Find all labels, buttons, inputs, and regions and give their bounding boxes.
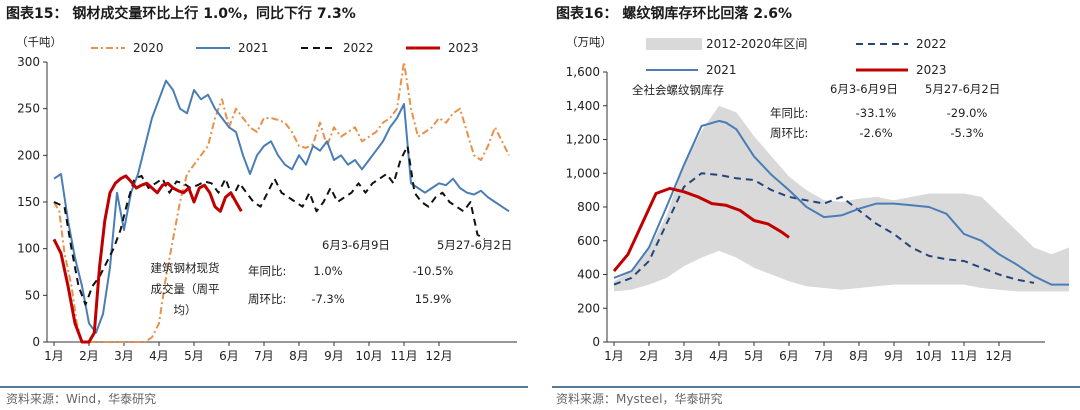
chart2-x-tick-label: 1月: [604, 349, 624, 363]
chart1-x-tick-label: 6月: [219, 349, 239, 363]
chart1-metric-label: 周环比:: [248, 292, 286, 306]
chart2-x-tick-label: 3月: [674, 349, 694, 363]
chart1-x-tick-label: 5月: [184, 349, 204, 363]
chart1-metric-value: 1.0%: [313, 264, 342, 278]
chart2-metric-value: -33.1%: [856, 106, 897, 120]
chart2-x-tick-label: 5月: [744, 349, 764, 363]
chart2-x-tick-label: 4月: [709, 349, 729, 363]
chart2-source: 资料来源：Mysteel，华泰研究: [556, 391, 723, 406]
chart2-y-tick-label: 1,600: [566, 65, 600, 79]
chart2-metric-label: 周环比:: [770, 126, 808, 140]
chart2-metric-value: -5.3%: [950, 126, 983, 140]
chart1-series-2021-line: [53, 79, 510, 334]
chart2-x-tick-label: 2月: [639, 349, 659, 363]
chart1-y-tick-label: 250: [17, 102, 40, 116]
chart1-x-tick-label: 4月: [149, 349, 169, 363]
chart1-legend-label: 2020: [133, 41, 164, 55]
chart2-x-tick-label: 7月: [814, 349, 834, 363]
chart1-y-tick-label: 150: [17, 195, 40, 209]
chart2-title: 图表16： 螺纹钢库存环比回落 2.6%: [556, 5, 792, 22]
chart2-y-tick-label: 600: [577, 234, 600, 248]
chart1-source: 资料来源：Wind，华泰研究: [6, 391, 156, 406]
chart1-title: 图表15： 钢材成交量环比上行 1.0%，同比下行 7.3%: [6, 5, 356, 22]
chart1-x-tick-label: 7月: [254, 349, 274, 363]
chart1-x-tick-label: 3月: [114, 349, 134, 363]
chart1-x-tick-label: 8月: [289, 349, 309, 363]
chart1-metric-value: -7.3%: [311, 292, 344, 306]
chart1-y-tick-label: 50: [25, 288, 40, 302]
chart2-legend-label: 2023: [916, 63, 947, 77]
chart2-y-tick-label: 200: [577, 301, 600, 315]
chart2-x-tick-label: 12月: [985, 349, 1012, 363]
chart1-y-tick-label: 200: [17, 148, 40, 162]
chart2-series-2023-line: [612, 186, 790, 273]
chart2-series-2021-line: [613, 119, 1069, 286]
chart1-y-tick-label: 0: [32, 335, 40, 349]
chart2-y-tick-label: 800: [577, 200, 600, 214]
chart2-metric-value: -29.0%: [947, 106, 988, 120]
chart1-x-tick-label: 9月: [324, 349, 344, 363]
chart1-plot: 0 50 100 150 200 250 300 1月 2月 3月 4月 5月 6月 7月 8月 9月 10月 1…: [17, 41, 517, 363]
chart2-row-label: 全社会螺纹钢库存: [632, 83, 724, 97]
chart2-series-2022-line: [613, 172, 1035, 286]
chart1-period-header: 5月27-6月2日: [437, 238, 512, 252]
chart2-legend-label: 2022: [916, 37, 947, 51]
chart2-series-2012-2020年区间-band: [614, 105, 1069, 292]
chart1-period-header: 6月3-6月9日: [322, 238, 390, 252]
chart2-y-tick-label: 1,200: [566, 133, 600, 147]
chart1-ylabel: （千吨）: [16, 35, 62, 49]
chart1-row-label: 均）: [174, 303, 197, 317]
chart1-metric-value: 15.9%: [415, 292, 452, 306]
chart2-x-tick-label: 11月: [950, 349, 977, 363]
chart2-metric-value: -2.6%: [859, 126, 892, 140]
chart2-period-header: 5月27-6月2日: [925, 82, 1000, 96]
chart2-x-tick-label: 9月: [884, 349, 904, 363]
chart1-series-2020-line: [53, 61, 510, 343]
chart1-x-tick-label: 10月: [355, 349, 382, 363]
chart1-x-tick-label: 12月: [425, 349, 452, 363]
chart1-x-tick-label: 1月: [44, 349, 64, 363]
chart2-x-tick-label: 10月: [915, 349, 942, 363]
chart1-legend-label: 2022: [343, 41, 374, 55]
chart1-y-tick-label: 100: [17, 242, 40, 256]
chart2-y-tick-label: 1,000: [566, 166, 600, 180]
chart2-legend-swatch: [646, 38, 702, 50]
chart1-series-2023-line: [52, 174, 243, 344]
chart2-x-tick-label: 6月: [779, 349, 799, 363]
chart2-period-header: 6月3-6月9日: [830, 82, 898, 96]
chart2-y-tick-label: 1,400: [566, 99, 600, 113]
chart1-legend-label: 2021: [238, 41, 269, 55]
chart2-y-tick-label: 0: [592, 335, 600, 349]
chart2-plot: 0 200 400 600 800 1,000 1,200 1,400 1,600 1月 2月 3月 4…: [566, 37, 1069, 363]
chart2-legend-label: 2012-2020年区间: [706, 37, 807, 51]
chart2-legend-label: 2021: [706, 63, 737, 77]
chart2-metric-label: 年同比:: [770, 106, 808, 120]
chart1-series-2022-line: [53, 145, 486, 306]
chart2-y-tick-label: 400: [577, 268, 600, 282]
chart2-ylabel: （万吨）: [566, 35, 612, 49]
chart1-row-label: 成交量（周平: [151, 282, 220, 296]
chart1-legend-label: 2023: [448, 41, 479, 55]
chart1-x-tick-label: 11月: [390, 349, 417, 363]
chart1-x-tick-label: 2月: [79, 349, 99, 363]
chart2-x-tick-label: 8月: [849, 349, 869, 363]
chart1-y-tick-label: 300: [17, 55, 40, 69]
chart1-metric-value: -10.5%: [413, 264, 454, 278]
chart1-row-label: 建筑钢材现货: [151, 261, 220, 275]
chart1-metric-label: 年同比:: [248, 264, 286, 278]
